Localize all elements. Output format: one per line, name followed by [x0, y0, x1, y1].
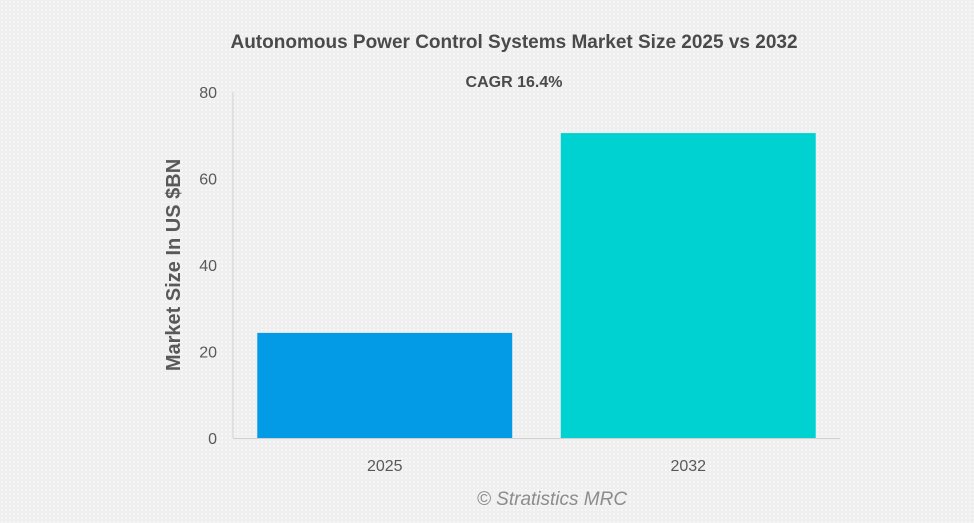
y-tick-label: 60	[199, 172, 217, 189]
y-tick-label: 20	[199, 345, 217, 362]
y-axis-label: Market Size In US $BN	[163, 159, 185, 371]
chart-subtitle: CAGR 16.4%	[466, 74, 563, 91]
copyright-credit: © Stratistics MRC	[477, 489, 627, 510]
y-axis: 0 20 40 60 80	[199, 85, 234, 448]
y-tick-label: 40	[199, 258, 217, 275]
bar-2025	[257, 332, 513, 438]
x-tick-label: 2032	[670, 458, 706, 475]
bar-2032	[560, 133, 816, 438]
y-tick-label: 0	[208, 431, 217, 448]
chart-title: Autonomous Power Control Systems Market …	[230, 32, 797, 53]
x-axis: 2025 2032	[233, 438, 840, 475]
y-tick-label: 80	[199, 85, 217, 102]
x-tick-label: 2025	[367, 458, 403, 475]
bars	[257, 133, 816, 438]
